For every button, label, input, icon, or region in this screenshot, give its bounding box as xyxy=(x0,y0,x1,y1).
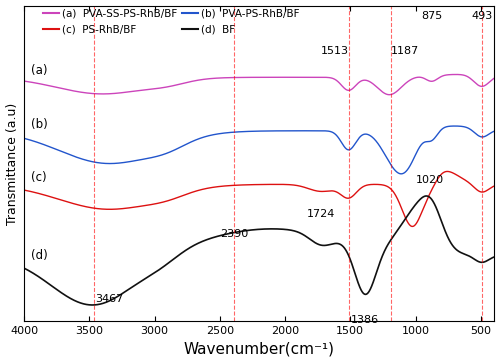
Text: (c): (c) xyxy=(30,171,46,184)
Text: 1513: 1513 xyxy=(320,46,348,56)
Text: 875: 875 xyxy=(421,11,442,21)
Y-axis label: Transmittance (a.u): Transmittance (a.u) xyxy=(6,102,18,224)
Text: (b): (b) xyxy=(30,118,48,131)
Text: 2390: 2390 xyxy=(220,229,248,239)
Text: 1187: 1187 xyxy=(391,46,420,56)
Text: 1724: 1724 xyxy=(307,209,336,219)
Text: 1386: 1386 xyxy=(351,315,379,325)
X-axis label: Wavenumber(cm⁻¹): Wavenumber(cm⁻¹) xyxy=(184,341,334,357)
Text: 1020: 1020 xyxy=(416,175,444,185)
Text: (d): (d) xyxy=(30,249,48,262)
Text: 3467: 3467 xyxy=(95,294,123,304)
Text: (a): (a) xyxy=(30,64,47,77)
Legend: (a)  PVA-SS-PS-RhB/BF, (c)  PS-RhB/BF, (b)  PVA-PS-RhB/BF, (d)  BF: (a) PVA-SS-PS-RhB/BF, (c) PS-RhB/BF, (b)… xyxy=(38,5,304,38)
Text: 493: 493 xyxy=(471,11,492,21)
